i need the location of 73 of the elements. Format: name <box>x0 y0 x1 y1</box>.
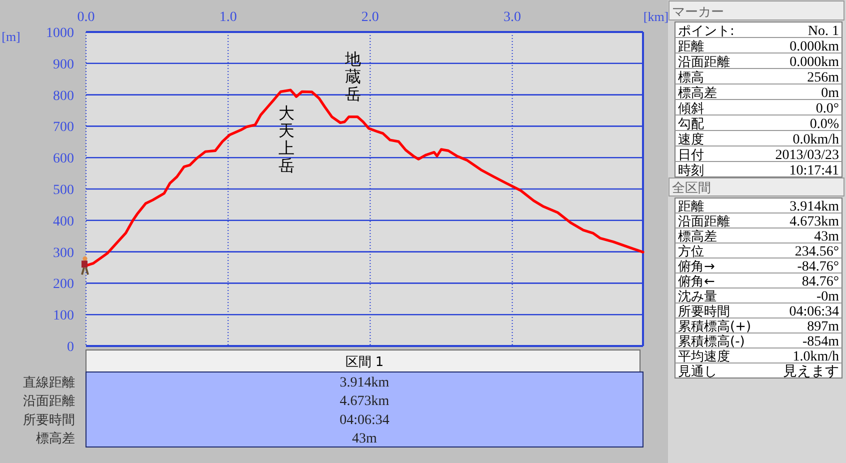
y-tick-label: 400 <box>53 214 74 230</box>
text: 距離 <box>678 39 704 54</box>
text: 所要時間 <box>23 412 75 428</box>
text: 標高差 <box>678 84 717 101</box>
y-tick-label: 600 <box>53 152 74 167</box>
text: マーカー <box>672 5 724 20</box>
annotation: 大天上岳 <box>278 104 294 176</box>
text: 平均速度 <box>678 348 730 364</box>
text: 日付 <box>678 148 704 163</box>
text: -854m <box>802 334 840 350</box>
y-tick-label: 500 <box>53 183 74 198</box>
text: 見通し <box>678 364 717 380</box>
text: 勾配 <box>678 116 704 132</box>
y-tick-label: 300 <box>53 246 74 261</box>
text: 時刻 <box>678 163 704 178</box>
y-tick-label: 800 <box>53 88 74 104</box>
text: 04:06:34 <box>340 412 390 428</box>
text: 0.0% <box>810 116 840 132</box>
text: 距離 <box>678 200 704 214</box>
text: 84.76° <box>802 274 839 290</box>
text: 累積標高(-) <box>678 334 745 350</box>
text: 0.0km/h <box>792 132 839 148</box>
y-tick-label: 900 <box>53 57 74 72</box>
text: 256m <box>807 70 840 86</box>
y-axis-title: [m] <box>2 29 20 44</box>
text: 4.673km <box>790 214 840 230</box>
text: 234.56° <box>794 244 839 260</box>
text: 速度 <box>678 131 704 148</box>
text: 04:06:34 <box>789 304 839 320</box>
text: -0m <box>816 290 840 304</box>
text: 標高差 <box>678 228 717 244</box>
text: 0m <box>821 86 840 101</box>
text: 3.914km <box>790 200 840 214</box>
text: 0.000km <box>790 39 840 54</box>
x-tick-label: 0.0 <box>77 10 95 25</box>
x-tick-label: 2.0 <box>361 10 379 25</box>
text: 直線距離 <box>23 375 75 390</box>
text: 43m <box>814 230 840 244</box>
x-tick-label: 1.0 <box>219 10 237 25</box>
text: No. 1 <box>808 24 839 39</box>
text: 俯角← <box>678 274 715 290</box>
y-tick-label: 1000 <box>46 26 74 41</box>
text: 区間 1 <box>345 355 384 370</box>
text: 沿面距離 <box>678 54 730 70</box>
text: 沿面距離 <box>23 394 75 410</box>
text: 897m <box>807 320 840 334</box>
text: 0.000km <box>790 54 840 70</box>
text: 4.673km <box>340 394 390 410</box>
text: 見えます <box>783 364 839 380</box>
text: 10:17:41 <box>789 163 839 178</box>
text: 傾斜 <box>678 101 704 116</box>
text: 累積標高(+) <box>678 318 752 334</box>
text: 0.0° <box>816 101 839 116</box>
text: 43m <box>352 432 378 447</box>
text: 方位 <box>678 244 704 260</box>
text: 標高差 <box>36 430 75 447</box>
text: 沈み量 <box>678 290 717 304</box>
x-tick-label: 3.0 <box>504 10 522 25</box>
y-tick-label: 100 <box>53 308 74 324</box>
y-tick-label: 700 <box>53 120 74 136</box>
text: 沿面距離 <box>678 214 730 230</box>
text: 所要時間 <box>678 304 730 320</box>
y-tick-label: 0 <box>67 340 74 355</box>
text: 2013/03/23 <box>775 148 839 163</box>
text: -84.76° <box>797 260 839 274</box>
text: 全区間 <box>672 181 711 196</box>
text: 1.0km/h <box>792 350 839 364</box>
text: 3.914km <box>340 375 390 390</box>
x-axis-title: [km] <box>643 9 669 24</box>
text: 標高 <box>678 69 704 86</box>
text: ポイント: <box>678 24 734 39</box>
y-tick-label: 200 <box>53 277 74 292</box>
text: 俯角→ <box>678 260 715 274</box>
